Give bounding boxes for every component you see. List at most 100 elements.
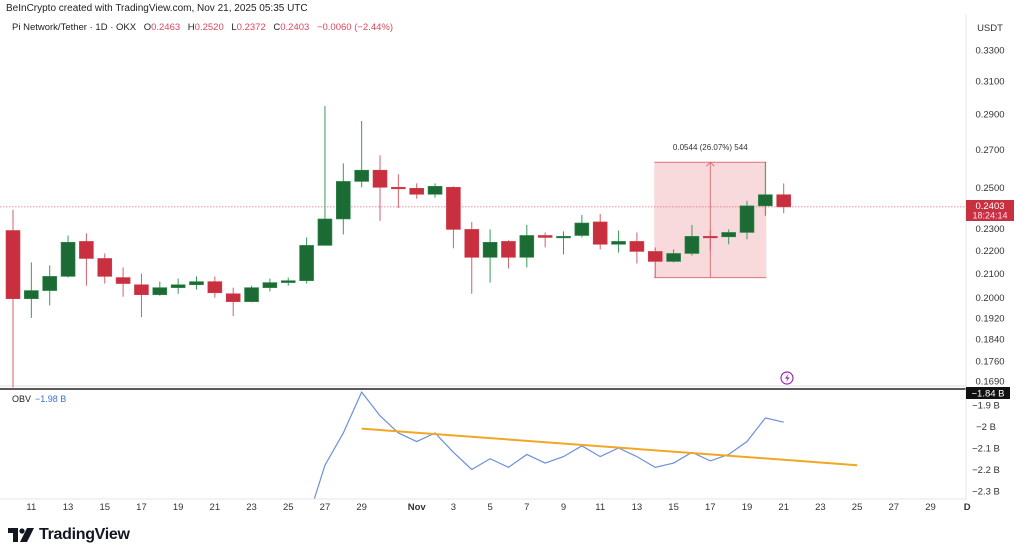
candle	[758, 162, 773, 216]
candle	[721, 229, 736, 245]
candle	[280, 277, 296, 286]
candle-body	[115, 277, 131, 284]
symbol-legend: Pi Network/Tether · 1D · OKX O0.2463 H0.…	[12, 22, 393, 33]
obv-trendline	[361, 427, 858, 467]
symbol-name[interactable]: Pi Network/Tether · 1D · OKX	[12, 22, 137, 33]
low-value: 0.2372	[236, 22, 266, 33]
measure-arrow-head	[705, 161, 715, 167]
obv-value: −1.98 B	[35, 394, 67, 404]
price-tick-label: 0.3100	[975, 76, 1004, 87]
time-tick-label: 19	[173, 502, 184, 513]
price-tick-label: 0.2900	[975, 109, 1004, 120]
price-label-value: 0.2403	[975, 201, 1004, 212]
candle-body	[684, 236, 700, 254]
candle	[684, 224, 700, 256]
price-tick-label: 0.2000	[975, 293, 1004, 304]
candle-body	[280, 280, 296, 283]
candle	[501, 240, 516, 269]
time-tick-label: 15	[99, 502, 110, 513]
price-tick-label: 0.1760	[975, 356, 1004, 367]
lightning-icon[interactable]	[780, 371, 794, 385]
currency-label: USDT	[977, 23, 1003, 34]
candle	[464, 221, 480, 294]
price-label-bg	[966, 200, 1014, 221]
candle-body	[372, 169, 388, 188]
candle-body	[335, 181, 351, 220]
candle	[574, 214, 590, 238]
candle-body	[42, 276, 58, 291]
obv-tick-label: −2.1 B	[972, 444, 1000, 455]
open-value: 0.2463	[151, 22, 181, 33]
time-tick-label: 21	[778, 502, 789, 513]
candle-body	[519, 235, 535, 258]
candle-body	[556, 236, 571, 239]
time-tick-label: 7	[524, 502, 529, 513]
axes: 0.3300 0.3100 0.2900 0.2700 0.2500 0.2300 0.22…	[0, 14, 1005, 513]
price-tick-label: 0.2500	[975, 183, 1004, 194]
candle	[611, 230, 626, 253]
time-tick-label: 19	[742, 502, 753, 513]
candle	[702, 230, 718, 251]
price-tick-label: 0.2300	[975, 224, 1004, 235]
candle	[739, 200, 755, 240]
candle-body	[647, 251, 663, 262]
candle	[79, 233, 94, 286]
price-tick-label: 0.2200	[975, 246, 1004, 257]
candle	[5, 209, 21, 388]
time-tick-label: 17	[136, 502, 147, 513]
candle-body	[739, 205, 755, 233]
candle	[629, 232, 645, 264]
candle-body	[482, 241, 498, 258]
candle	[262, 278, 278, 292]
candle	[134, 273, 149, 318]
candle-body	[446, 187, 461, 230]
obv-axis-label: −1.84 B	[966, 387, 1010, 400]
obv-axis-value: −1.84 B	[971, 389, 1004, 400]
candle	[556, 231, 571, 255]
candle	[42, 265, 58, 306]
obv-legend[interactable]: OBV −1.98 B	[12, 394, 66, 404]
candle-body	[244, 287, 259, 302]
time-tick-label: 29	[356, 502, 367, 513]
candle-body	[629, 241, 645, 252]
candle-body	[427, 186, 443, 195]
low-label: L	[231, 22, 237, 33]
obv-pane	[313, 391, 858, 499]
change-value: −0.0060 (−2.44%)	[316, 22, 394, 33]
candle-body	[776, 194, 792, 208]
high-value: 0.2520	[194, 22, 224, 33]
candle-body	[134, 284, 149, 296]
candle-body	[152, 287, 168, 296]
candle-body	[24, 290, 39, 299]
candle	[97, 253, 113, 284]
candle	[60, 235, 76, 278]
candle	[482, 229, 498, 283]
high-label: H	[187, 22, 195, 33]
candle-body	[611, 241, 626, 245]
candle-body	[189, 281, 204, 286]
price-label-countdown: 18:24:14	[972, 211, 1007, 221]
close-value: 0.2403	[280, 22, 310, 33]
chart-credit: BeInCrypto created with TradingView.com,…	[6, 3, 308, 14]
price-tick-label: 0.1920	[975, 313, 1004, 324]
candles	[5, 105, 792, 388]
candle	[244, 285, 259, 303]
candle	[647, 247, 663, 278]
candle	[372, 155, 388, 221]
candle	[391, 174, 406, 208]
candle-body	[537, 235, 553, 238]
obv-label: OBV	[12, 394, 32, 404]
candle	[354, 120, 369, 188]
candle	[592, 213, 608, 250]
price-tick-label: 0.3300	[975, 46, 1004, 57]
tradingview-logo: TradingView	[8, 526, 130, 544]
candle	[299, 237, 314, 284]
price-tick-label: 0.1840	[975, 334, 1004, 345]
candle-body	[354, 169, 369, 182]
candle-body	[299, 245, 314, 281]
candle-body	[5, 230, 21, 299]
candle-body	[758, 194, 773, 207]
candle-body	[464, 229, 480, 258]
candle-body	[225, 293, 241, 302]
